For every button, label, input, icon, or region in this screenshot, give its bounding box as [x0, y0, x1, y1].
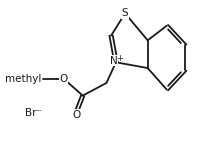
Text: +: + — [116, 54, 123, 63]
Text: O: O — [59, 74, 68, 84]
Text: S: S — [121, 8, 128, 18]
Text: N: N — [109, 56, 117, 66]
Text: Br⁻: Br⁻ — [25, 108, 42, 118]
Text: O: O — [72, 110, 80, 120]
Text: methyl: methyl — [5, 74, 41, 84]
